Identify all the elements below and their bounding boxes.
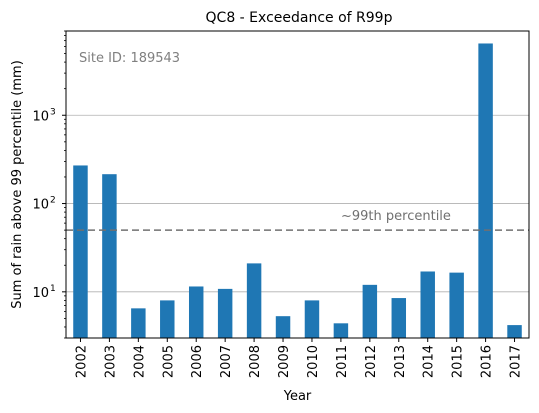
x-tick-label: 2008 xyxy=(248,345,263,378)
x-axis: 2002 2003 2004 2005 2006 2007 2008 2009 2010 2011… xyxy=(74,338,524,378)
reference-line-group: ~99th percentile xyxy=(66,209,529,231)
bar xyxy=(420,271,435,338)
bar xyxy=(246,263,262,338)
x-tick-label: 2012 xyxy=(364,345,379,378)
reference-line-label: ~99th percentile xyxy=(341,209,451,224)
x-tick-label: 2011 xyxy=(335,345,350,378)
y-tick-exponent: 3 xyxy=(50,107,56,117)
x-tick-label: 2010 xyxy=(306,345,321,378)
y-tick-label: 10 xyxy=(32,109,49,124)
bar xyxy=(391,298,407,338)
x-tick-label: 2007 xyxy=(219,345,234,378)
x-axis-label: Year xyxy=(283,389,312,404)
bar xyxy=(304,300,320,338)
x-tick-label: 2005 xyxy=(161,345,176,378)
plot-frame xyxy=(65,30,530,339)
bar xyxy=(275,316,291,338)
grid-lines xyxy=(66,114,529,293)
bar xyxy=(188,286,204,338)
bar xyxy=(102,174,117,338)
x-tick-label: 2006 xyxy=(190,345,205,378)
y-tick-exponent: 2 xyxy=(50,196,56,206)
bar xyxy=(362,284,378,338)
x-tick-label: 2013 xyxy=(393,345,408,378)
x-tick-label: 2014 xyxy=(422,345,437,378)
bar xyxy=(478,43,493,339)
bar xyxy=(131,308,146,338)
x-tick-label: 2015 xyxy=(451,345,466,378)
y-tick-label: 10 xyxy=(32,286,49,301)
bar xyxy=(73,165,88,338)
y-tick-label: 10 xyxy=(32,198,49,213)
bar xyxy=(217,288,233,338)
chart-title: QC8 - Exceedance of R99p xyxy=(206,10,393,26)
y-tick-exponent: 1 xyxy=(50,284,56,294)
y-axis-label: Sum of rain above 99 percentile (mm) xyxy=(10,60,25,309)
x-tick-label: 2017 xyxy=(509,345,524,378)
x-tick-label: 2004 xyxy=(132,345,147,378)
bars xyxy=(73,43,522,339)
bar xyxy=(449,272,464,338)
x-tick-label: 2016 xyxy=(480,345,495,378)
bar xyxy=(160,300,175,338)
x-tick-label: 2003 xyxy=(103,345,118,378)
x-tick-label: 2002 xyxy=(74,345,89,378)
bar xyxy=(507,325,522,338)
site-id-annotation: Site ID: 189543 xyxy=(79,51,180,66)
bar xyxy=(333,323,349,338)
x-tick-label: 2009 xyxy=(277,345,292,378)
